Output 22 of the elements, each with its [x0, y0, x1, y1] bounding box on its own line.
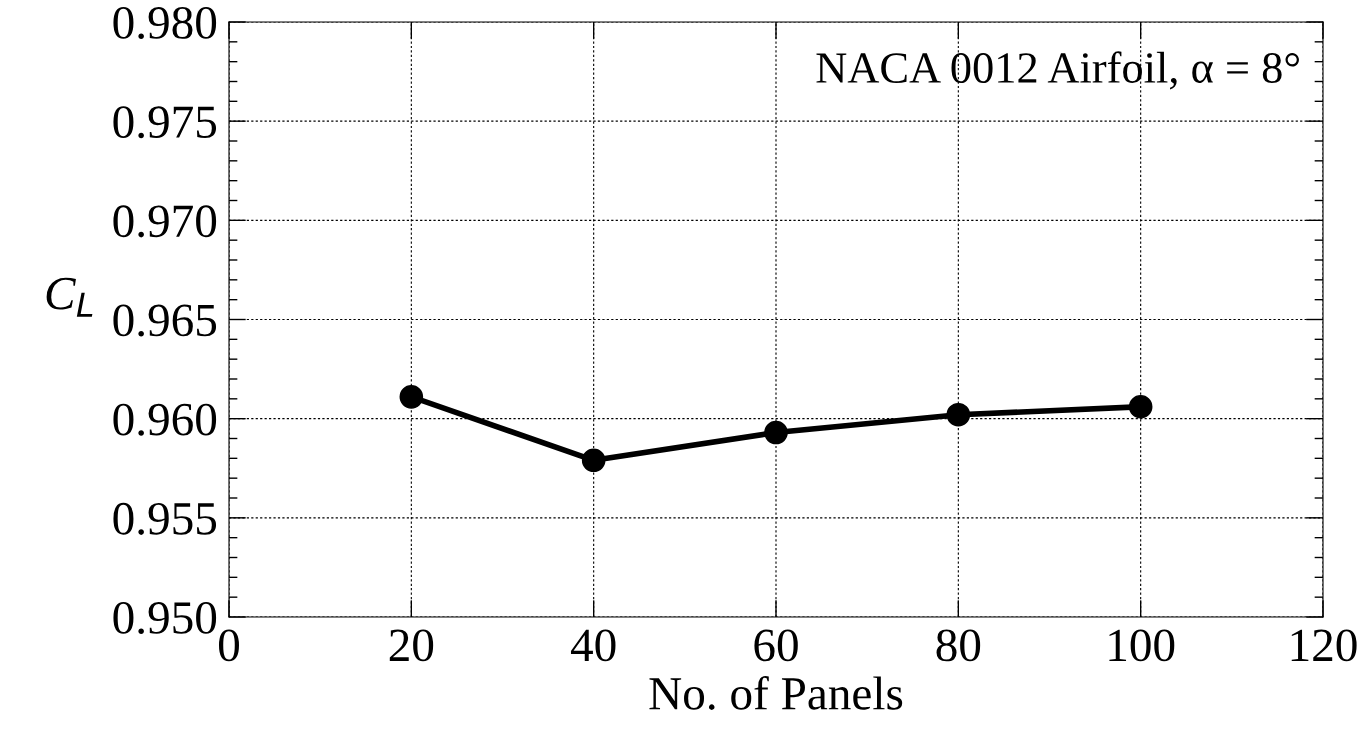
- y-tick-label: 0.960: [113, 403, 217, 436]
- point: [581, 448, 606, 473]
- x-tick-label: 20: [389, 629, 434, 662]
- point: [1128, 394, 1153, 419]
- point: [399, 385, 424, 409]
- x-tick-label: 120: [1291, 629, 1357, 662]
- x-tick-label: 60: [754, 629, 798, 662]
- x-axis-title: No. of Panels: [649, 676, 903, 710]
- y-tick-label: 0.965: [113, 304, 217, 337]
- x-tick-label: 80: [936, 629, 981, 662]
- y-tick-label: 0.950: [113, 601, 217, 635]
- y-tick-label: 0.980: [113, 6, 217, 40]
- x-tick-label: 40: [570, 629, 616, 662]
- y-axis-title: C$_{L}$: [46, 277, 93, 317]
- annotation: NACA 0012 Airfoil, α = 8°: [816, 51, 1299, 90]
- point: [946, 402, 971, 427]
- x-tick-label: 100: [1109, 629, 1175, 662]
- y-tick-label: 0.970: [113, 205, 217, 238]
- y-tick-label: 0.975: [113, 106, 217, 139]
- point: [764, 420, 788, 445]
- y-tick-label: 0.955: [113, 502, 217, 535]
- x-tick-label: 0: [218, 629, 240, 662]
